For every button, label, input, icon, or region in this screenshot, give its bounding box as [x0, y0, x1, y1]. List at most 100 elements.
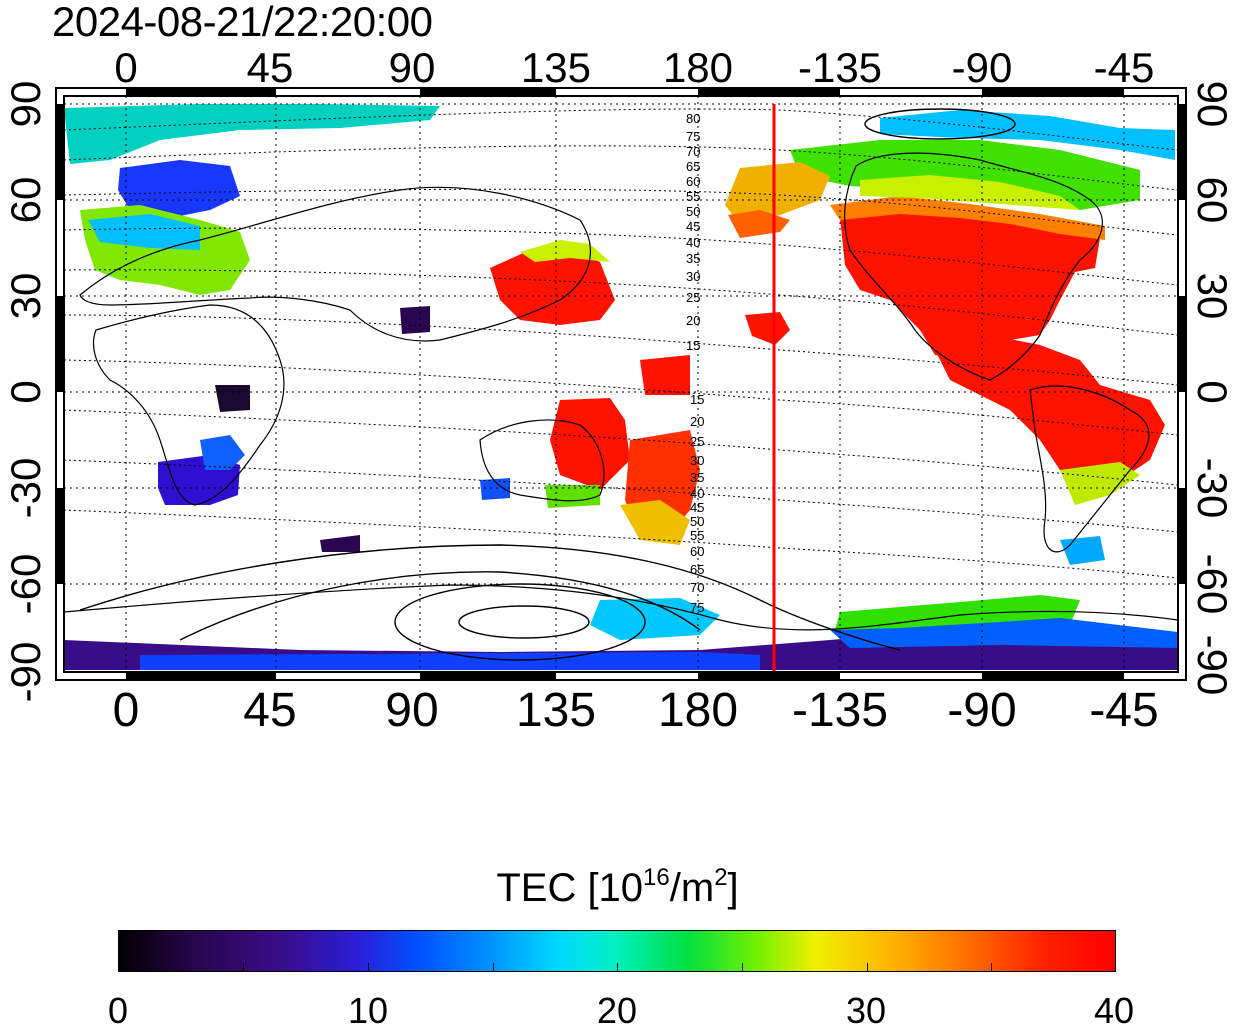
top-lon-tick: 135	[521, 44, 591, 91]
colorbar-label: 20	[596, 990, 638, 1031]
colorbar-tick	[991, 963, 992, 971]
contour-label: 40	[690, 486, 704, 501]
bottom-axis-labels: 0 45 90 135 180 -135 -90 -45	[113, 684, 1159, 737]
bottom-lon-tick: -135	[792, 684, 888, 737]
tec-patch-nz-south	[620, 500, 690, 545]
contour-label: 45	[690, 500, 704, 515]
contour-label: 50	[690, 514, 704, 529]
contour-label: 70	[686, 144, 700, 159]
contour-label: 70	[690, 580, 704, 595]
border-scale-bars	[56, 88, 1186, 680]
top-axis-labels: 0 45 90 135 180 -135 -90 -45	[114, 44, 1154, 91]
contour-label: 35	[690, 470, 704, 485]
top-lon-tick: -45	[1094, 44, 1155, 91]
tec-patch-antarctic-blue-w	[830, 618, 1178, 648]
contour-labels-south: 15 20 25 30 35 40 45 50 55 60 65 70 75	[690, 392, 704, 615]
colorbar-tick	[617, 963, 618, 971]
colorbar-label: 40	[1093, 990, 1135, 1031]
tec-patch-pacific	[640, 355, 690, 395]
top-lon-tick: 180	[663, 44, 733, 91]
tec-patch-s-brazil	[1060, 462, 1140, 505]
left-lat-tick: 30	[2, 273, 49, 320]
contour-label: 15	[690, 392, 704, 407]
contour-label: 40	[686, 235, 700, 250]
top-lon-tick: 90	[389, 44, 436, 91]
colorbar-tick	[867, 963, 868, 971]
coast-north-america	[844, 152, 1103, 381]
tec-patch-arctic-europe	[64, 104, 440, 164]
contour-label: 55	[690, 528, 704, 543]
bottom-lon-tick: 135	[516, 684, 596, 737]
bottom-lon-tick: -45	[1089, 684, 1158, 737]
colorbar-tick	[742, 963, 743, 971]
coastlines	[63, 152, 1179, 631]
colorbar-title: TEC [1016/m2]	[0, 866, 1235, 911]
colorbar-title-exponent: 16	[643, 864, 670, 891]
contour-label: 25	[686, 290, 700, 305]
left-lat-tick: -30	[2, 458, 49, 519]
contour-label: 55	[686, 189, 700, 204]
latlon-grid	[64, 96, 1178, 672]
contour-label: 80	[686, 111, 700, 126]
contour-label: 50	[686, 204, 700, 219]
right-lat-tick: -30	[1189, 458, 1235, 519]
contour-label: 65	[686, 159, 700, 174]
coast-eurasia	[79, 186, 591, 342]
coast-australia	[479, 419, 605, 502]
contour-label: 75	[686, 129, 700, 144]
right-lat-tick: -60	[1189, 554, 1235, 615]
colorbar-label: 10	[347, 990, 389, 1031]
tec-patch-north-america	[840, 212, 1100, 360]
tec-patch-s-indian	[320, 535, 360, 552]
bottom-lon-tick: 90	[385, 684, 438, 737]
colorbar-tick	[493, 963, 494, 971]
tec-patch-japan-north	[520, 240, 610, 262]
tec-patch-arctic-na	[880, 110, 1175, 160]
right-axis-labels: 90 60 30 0 -30 -60 -90	[1189, 81, 1235, 696]
contour-label: 30	[690, 453, 704, 468]
tec-patch-hawaii	[745, 312, 790, 345]
tec-patch-w-australia	[480, 478, 510, 500]
contour-label: 65	[690, 562, 704, 577]
top-lon-tick: -135	[798, 44, 882, 91]
contour-label: 35	[686, 251, 700, 266]
bottom-lon-tick: 180	[658, 684, 738, 737]
left-lat-tick: 60	[2, 177, 49, 224]
coast-south-america	[1029, 385, 1150, 553]
tec-patch-south-america	[930, 335, 1165, 490]
colorbar-title-suffix: ]	[727, 866, 739, 910]
contour-label: 20	[690, 414, 704, 429]
coast-antarctica	[63, 584, 1179, 631]
colorbar	[118, 930, 1116, 972]
colorbar-label: 0	[107, 990, 129, 1031]
bottom-lon-tick: 45	[243, 684, 296, 737]
tec-patch-alaska	[725, 162, 830, 224]
colorbar-title-exponent2: 2	[714, 864, 728, 891]
magnetic-contours	[63, 108, 1179, 579]
tec-patch-canada-mid	[860, 175, 1080, 210]
tec-data-layer	[64, 104, 1178, 670]
contour-label: 75	[690, 600, 704, 615]
timestamp-title: 2024-08-21/22:20:00	[52, 0, 433, 45]
left-lat-tick: 90	[2, 81, 49, 128]
tec-patch-canada-south	[830, 196, 1105, 240]
top-lon-tick: -90	[952, 44, 1013, 91]
tec-patch-tibet	[400, 306, 430, 334]
tec-patch-scandinavia	[118, 160, 240, 218]
top-lon-tick: 45	[247, 44, 294, 91]
left-axis-labels: 90 60 30 0 -30 -60 -90	[2, 81, 49, 703]
bottom-lon-tick: -90	[947, 684, 1016, 737]
right-lat-tick: 0	[1189, 380, 1235, 403]
tec-patch-s-africa-n	[200, 435, 245, 470]
tec-patch-europe-north	[88, 214, 200, 250]
left-lat-tick: -90	[2, 642, 49, 703]
colorbar-title-prefix: TEC [10	[496, 866, 644, 910]
tec-patch-ross-sea	[590, 598, 720, 640]
tec-map: 80 75 70 65 60 55 50 45 40 35 30 25 20 1…	[2, 44, 1235, 737]
colorbar-tick	[368, 963, 369, 971]
tec-patch-c-africa	[215, 385, 250, 412]
left-lat-tick: -60	[2, 554, 49, 615]
contour-labels-north: 80 75 70 65 60 55 50 45 40 35 30 25 20 1…	[686, 111, 700, 353]
top-lon-tick: 0	[114, 44, 137, 91]
contour-label: 45	[686, 219, 700, 234]
